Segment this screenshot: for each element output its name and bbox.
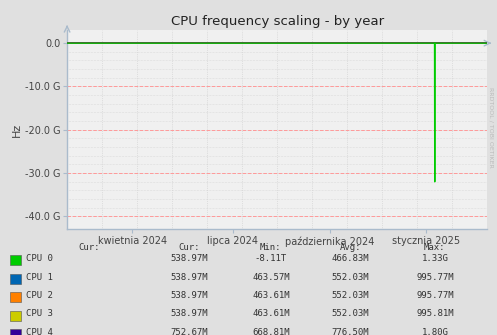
Text: Avg:: Avg: <box>339 243 361 252</box>
Text: 538.97M: 538.97M <box>170 273 208 281</box>
Text: 776.50M: 776.50M <box>331 328 369 335</box>
Text: CPU 0: CPU 0 <box>26 254 53 263</box>
Text: Max:: Max: <box>424 243 446 252</box>
Text: Cur:: Cur: <box>178 243 200 252</box>
Text: 552.03M: 552.03M <box>331 273 369 281</box>
Text: -8.11T: -8.11T <box>255 254 287 263</box>
Text: 463.57M: 463.57M <box>252 273 290 281</box>
Text: CPU 1: CPU 1 <box>26 273 53 281</box>
Title: CPU frequency scaling - by year: CPU frequency scaling - by year <box>170 15 384 27</box>
Text: 1.33G: 1.33G <box>421 254 448 263</box>
Text: 995.77M: 995.77M <box>416 291 454 300</box>
Text: 538.97M: 538.97M <box>170 254 208 263</box>
Text: 995.81M: 995.81M <box>416 310 454 318</box>
Text: CPU 2: CPU 2 <box>26 291 53 300</box>
Text: 552.03M: 552.03M <box>331 291 369 300</box>
Text: 1.80G: 1.80G <box>421 328 448 335</box>
Text: CPU 4: CPU 4 <box>26 328 53 335</box>
Text: 538.97M: 538.97M <box>170 291 208 300</box>
Text: 463.61M: 463.61M <box>252 310 290 318</box>
Text: 552.03M: 552.03M <box>331 310 369 318</box>
Text: 995.77M: 995.77M <box>416 273 454 281</box>
Y-axis label: Hz: Hz <box>12 123 22 137</box>
Text: 752.67M: 752.67M <box>170 328 208 335</box>
Text: Min:: Min: <box>260 243 282 252</box>
Text: RRDTOOL / TOBI OETIKER: RRDTOOL / TOBI OETIKER <box>489 87 494 168</box>
Text: 538.97M: 538.97M <box>170 310 208 318</box>
Text: Cur:: Cur: <box>79 243 100 252</box>
Text: 466.83M: 466.83M <box>331 254 369 263</box>
Text: CPU 3: CPU 3 <box>26 310 53 318</box>
Text: 463.61M: 463.61M <box>252 291 290 300</box>
Text: 668.81M: 668.81M <box>252 328 290 335</box>
